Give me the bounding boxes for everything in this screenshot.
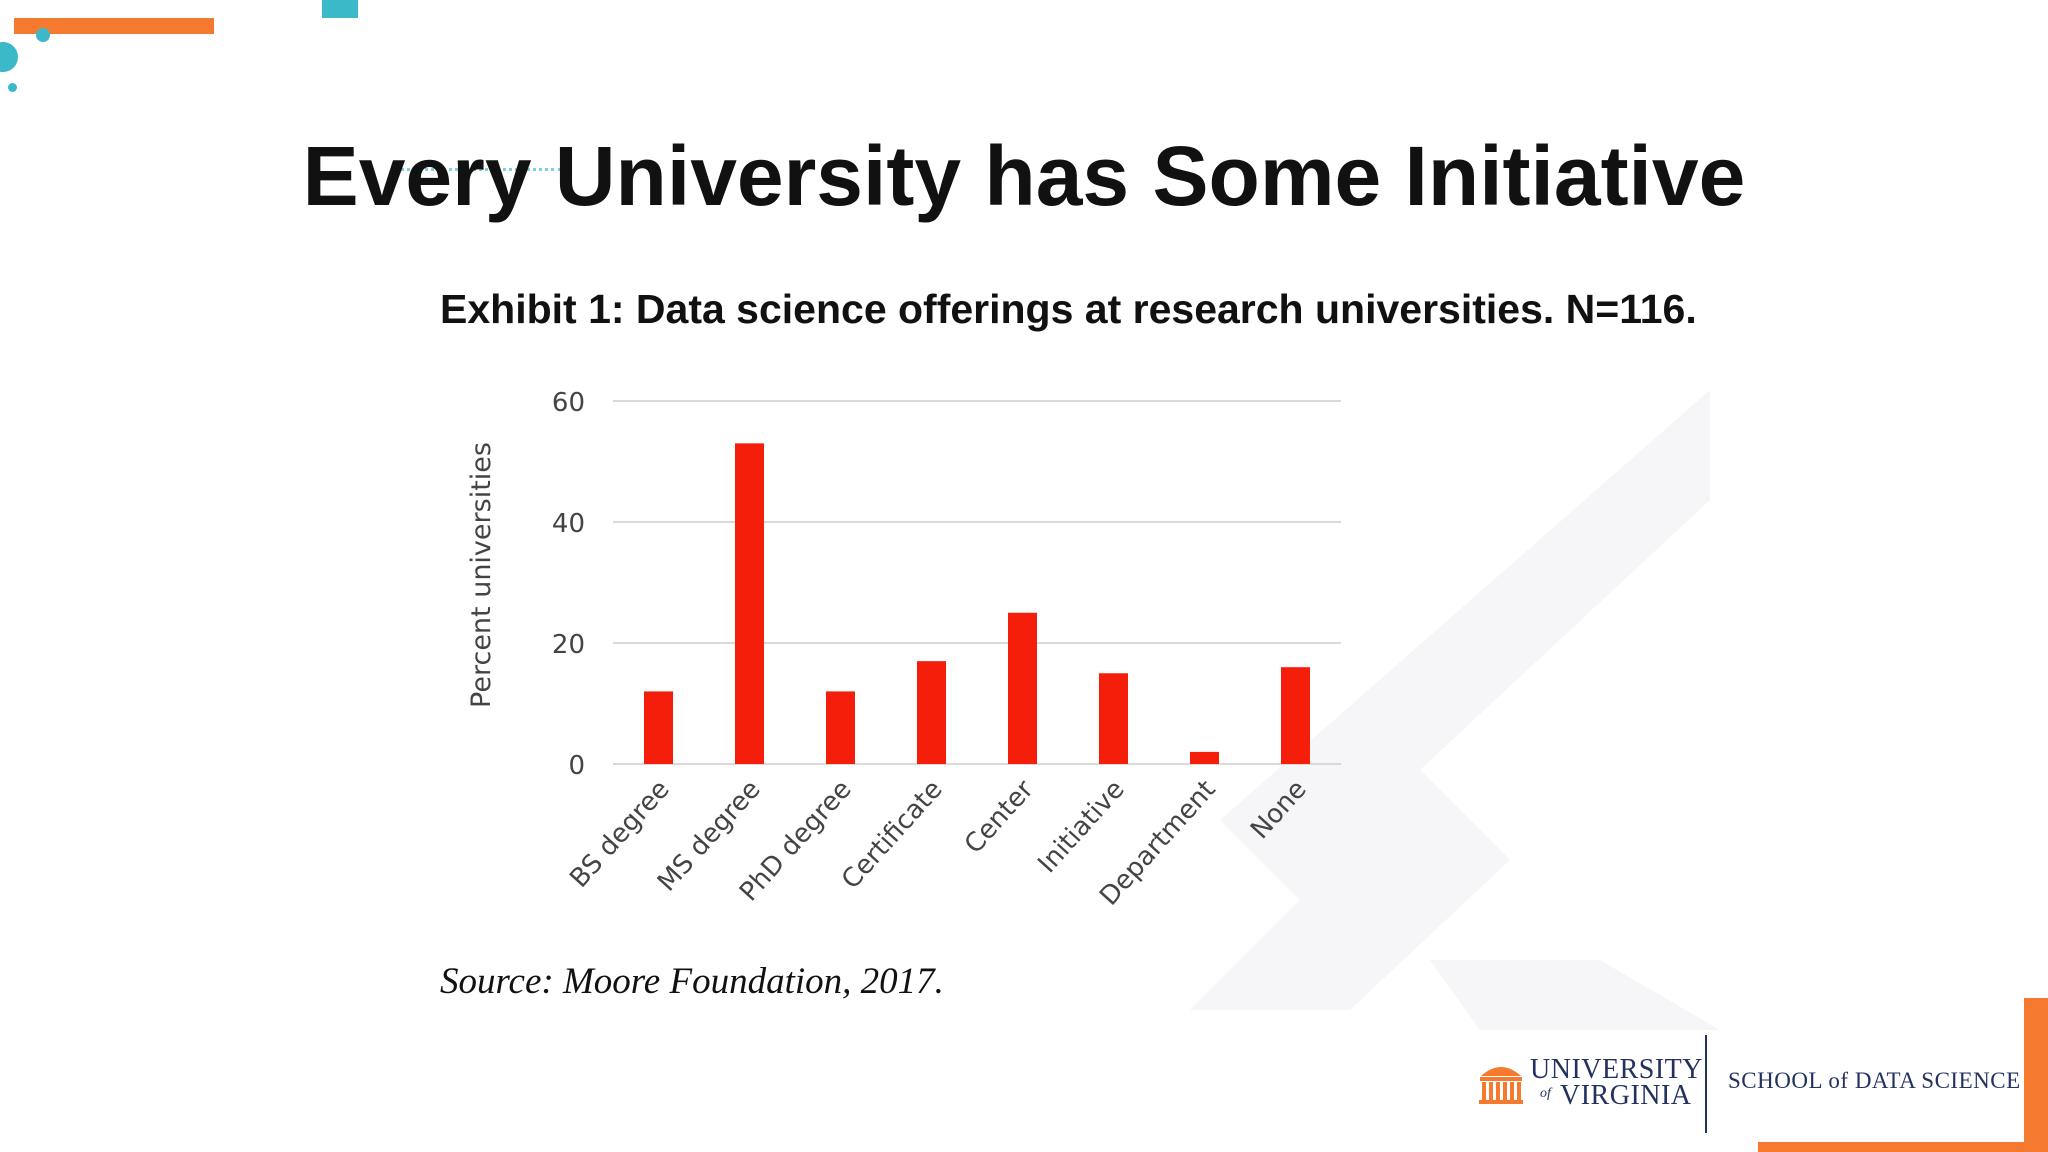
bar-department (1190, 751, 1219, 764)
y-tick-label: 0 (568, 751, 585, 781)
teal-accent-square (322, 0, 358, 18)
bar-ms-degree (735, 443, 764, 764)
y-tick-label: 40 (552, 509, 585, 539)
y-tick-label: 20 (552, 630, 585, 660)
x-tick-label: None (1245, 775, 1313, 845)
teal-dot-medium (36, 28, 50, 42)
orange-corner-horizontal (1758, 1142, 2048, 1152)
uva-wordmark-of: of (1540, 1086, 1551, 1101)
school-of-data-science: SCHOOL of DATA SCIENCE (1728, 1068, 2021, 1093)
slide-title: Every University has Some Initiative (302, 129, 1746, 224)
footer-divider (1705, 1035, 1707, 1133)
bar-certificate (917, 661, 946, 764)
teal-dot-large (0, 42, 18, 72)
uva-wordmark-line1: UNIVERSITY (1530, 1054, 1703, 1085)
source-note: Source: Moore Foundation, 2017. (440, 961, 944, 1002)
rotunda-logo-icon (1479, 1067, 1523, 1104)
uva-wordmark-line2: VIRGINIA (1560, 1080, 1692, 1111)
y-axis-label: Percent universities (466, 442, 497, 708)
orange-accent-bar (14, 18, 214, 34)
bar-phd-degree (826, 691, 855, 764)
bar-initiative (1099, 673, 1128, 764)
bar-bs-degree (644, 691, 673, 764)
dotted-underline (400, 168, 562, 171)
chart-title: Exhibit 1: Data science offerings at res… (440, 286, 1697, 332)
bar-center (1008, 612, 1037, 764)
bar-none (1281, 667, 1310, 764)
teal-dot-small (8, 83, 17, 92)
y-tick-label: 60 (552, 388, 585, 418)
x-tick-label: Initiative (1032, 775, 1130, 879)
watermark-graphic (1190, 390, 1720, 1030)
orange-corner-vertical (2024, 998, 2048, 1152)
x-tick-label: Center (959, 774, 1040, 859)
